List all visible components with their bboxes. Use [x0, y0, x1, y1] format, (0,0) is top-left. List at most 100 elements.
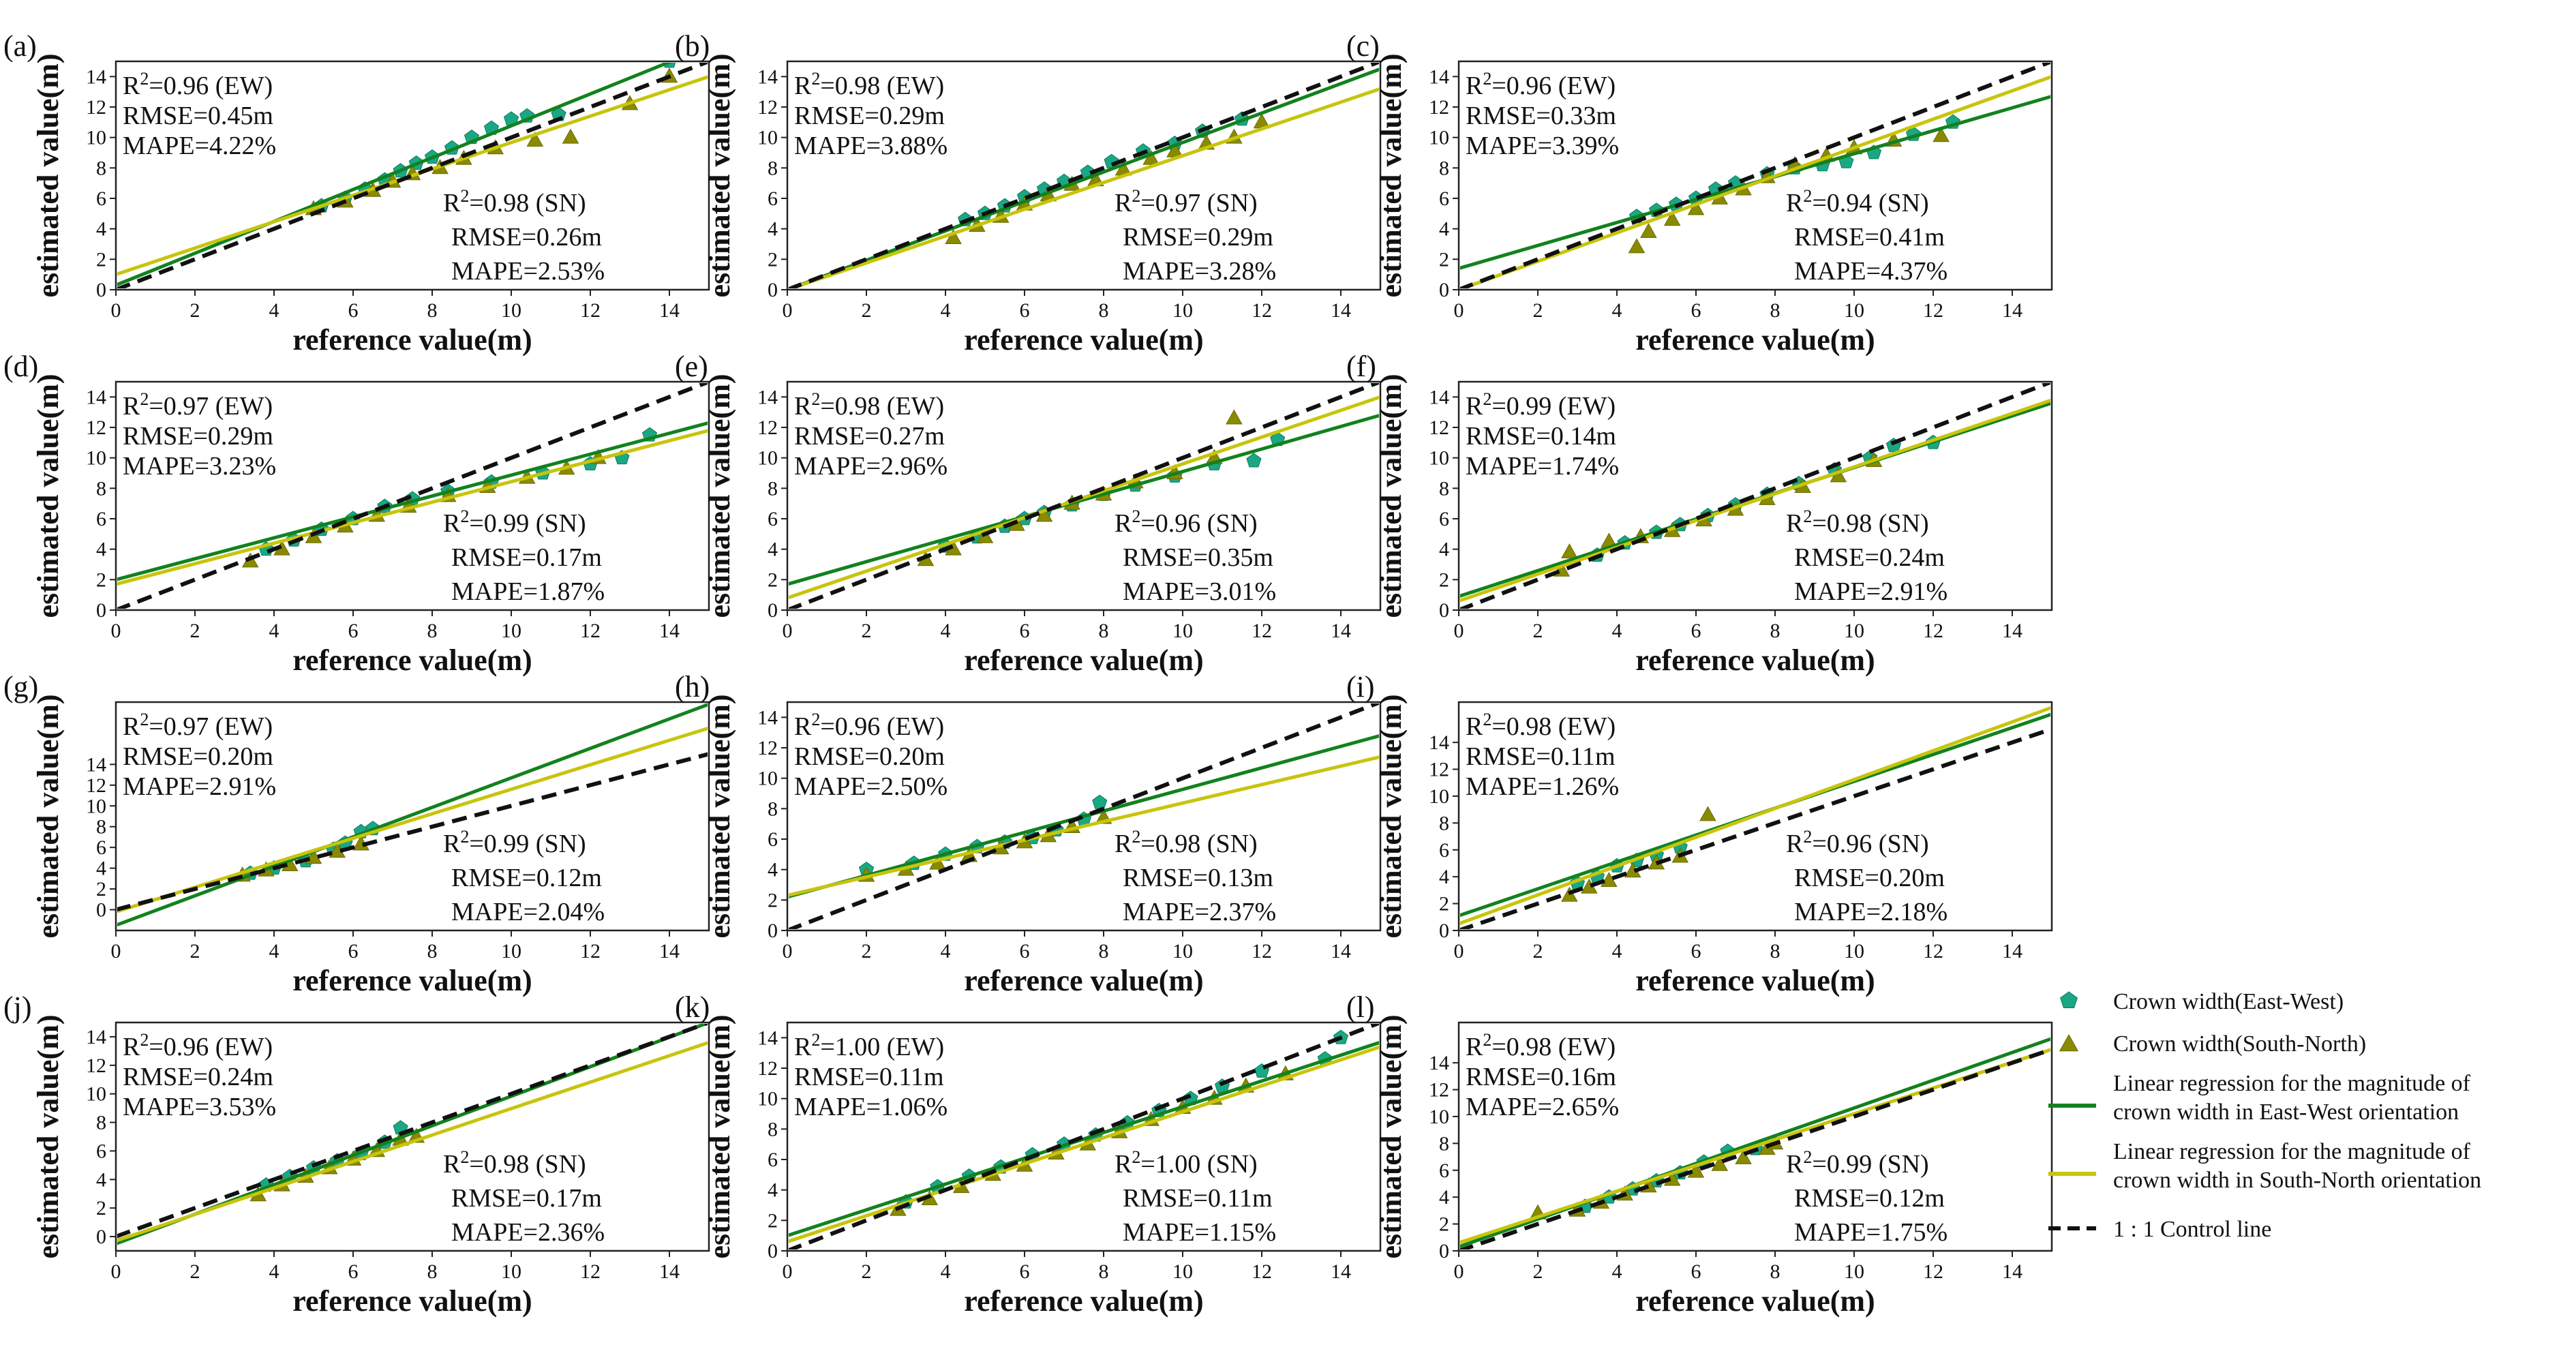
- panel-label: (h): [675, 670, 710, 703]
- x-tick-label: 14: [659, 620, 680, 642]
- control-line: [789, 1024, 1379, 1249]
- sn-rmse-stat: RMSE=0.26m: [451, 223, 602, 252]
- ew-r2-stat: R2=0.96 (EW): [1466, 69, 1616, 100]
- y-tick-label: 8: [768, 157, 778, 179]
- y-tick-label: 8: [768, 798, 778, 820]
- panel-label: (i): [1346, 670, 1375, 703]
- x-tick-label: 4: [269, 940, 279, 963]
- sn-regression-line: [789, 1045, 1379, 1243]
- panel-label: (d): [3, 350, 38, 383]
- x-tick-label: 14: [1331, 299, 1351, 322]
- y-axis-label: estimated value(m): [703, 1014, 736, 1258]
- sn-r2-stat: R2=0.94 (SN): [1786, 186, 1929, 217]
- chart-panel-i: 0 2 4 6 8 10 12 14 0 2 4 6 8 10 12 14 reference value(m)…: [1346, 670, 2053, 997]
- sn-rmse-stat: RMSE=0.24m: [1794, 543, 1945, 572]
- plot-area: [1460, 706, 2050, 929]
- y-tick-label: 2: [768, 569, 778, 591]
- x-axis-label: reference value(m): [964, 323, 1203, 357]
- x-tick-label: 12: [1252, 1260, 1272, 1283]
- y-axis-label: estimated value(m): [703, 694, 736, 938]
- y-tick-label: 2: [768, 248, 778, 271]
- y-tick-label: 4: [768, 1179, 778, 1202]
- sn-regression-line: [117, 429, 708, 586]
- ew-mape-stat: MAPE=1.06%: [794, 1093, 948, 1121]
- y-tick-label: 0: [96, 899, 106, 922]
- y-tick-label: 2: [96, 248, 106, 271]
- y-tick-label: 0: [96, 279, 106, 301]
- plot-frame: [115, 60, 710, 291]
- sn-regression-line: [1460, 75, 2050, 288]
- sn-rmse-stat: RMSE=0.13m: [1123, 864, 1273, 892]
- x-tick-label: 14: [2002, 940, 2022, 963]
- plot-area: [117, 1024, 708, 1245]
- x-tick-label: 4: [1612, 940, 1622, 963]
- y-tick-label: 12: [86, 96, 106, 119]
- sn-mape-stat: MAPE=2.36%: [451, 1218, 605, 1247]
- sn-regression-line: [117, 727, 708, 913]
- x-tick-label: 10: [1172, 1260, 1193, 1283]
- panel-label: (k): [675, 990, 710, 1024]
- ew-mape-stat: MAPE=2.96%: [794, 452, 948, 481]
- sn-mape-stat: MAPE=1.75%: [1794, 1218, 1948, 1247]
- sn-regression-line: [789, 87, 1379, 288]
- y-tick-label: 14: [757, 386, 778, 408]
- sn-mape-stat: MAPE=3.28%: [1123, 257, 1276, 286]
- y-tick-label: 4: [96, 539, 106, 561]
- ew-r2-stat: R2=0.98 (EW): [1466, 710, 1616, 741]
- sn-mape-stat: MAPE=2.91%: [1794, 577, 1948, 606]
- y-tick-label: 8: [1439, 812, 1449, 834]
- x-tick-label: 12: [580, 940, 601, 963]
- x-tick-label: 12: [1923, 940, 1943, 963]
- x-tick-label: 4: [269, 299, 279, 322]
- sn-point: [526, 132, 544, 147]
- plot-area: [789, 1024, 1379, 1249]
- legend-ew-line-label-2: crown width in East-West orientation: [2113, 1100, 2459, 1125]
- y-tick-label: 6: [96, 187, 106, 210]
- y-tick-label: 14: [1429, 65, 1449, 88]
- x-tick-label: 0: [783, 1260, 793, 1283]
- y-tick-label: 4: [96, 858, 106, 880]
- control-line: [789, 703, 1379, 929]
- y-tick-label: 2: [768, 1209, 778, 1232]
- sn-r2-stat: R2=1.00 (SN): [1115, 1147, 1258, 1179]
- x-tick-label: 14: [2002, 620, 2022, 642]
- x-tick-label: 8: [1099, 620, 1109, 642]
- panel-label: (c): [1346, 29, 1380, 63]
- x-tick-label: 8: [1770, 299, 1781, 322]
- sn-point: [1663, 211, 1681, 226]
- y-tick-label: 14: [86, 1026, 106, 1048]
- x-axis-label: reference value(m): [1635, 1284, 1875, 1318]
- x-tick-label: 4: [269, 620, 279, 642]
- y-tick-label: 6: [96, 1140, 106, 1162]
- ew-rmse-stat: RMSE=0.11m: [1466, 742, 1616, 771]
- y-tick-label: 14: [757, 65, 778, 88]
- y-tick-label: 4: [768, 539, 778, 561]
- legend-sn-line-label-2: crown width in South-North orientation: [2113, 1168, 2481, 1193]
- control-line: [117, 383, 708, 609]
- x-tick-label: 12: [1252, 940, 1272, 963]
- y-tick-label: 12: [757, 96, 778, 119]
- ew-mape-stat: MAPE=3.39%: [1466, 132, 1619, 160]
- chart-panel-a: 0 2 4 6 8 10 12 14 0 2 4 6 8 10 12 14 reference value(m)…: [3, 29, 710, 357]
- ew-rmse-stat: RMSE=0.29m: [794, 102, 945, 130]
- ew-regression-line: [789, 1041, 1379, 1237]
- y-tick-label: 8: [768, 477, 778, 500]
- y-tick-label: 8: [1439, 1132, 1449, 1155]
- y-axis-label: estimated value(m): [1374, 1014, 1408, 1258]
- x-tick-label: 12: [580, 299, 601, 322]
- chart-panel-b: 0 2 4 6 8 10 12 14 0 2 4 6 8 10 12 14 reference value(m)…: [675, 29, 1382, 357]
- sn-r2-stat: R2=0.98 (SN): [443, 186, 586, 217]
- x-tick-label: 14: [2002, 1260, 2022, 1283]
- y-tick-label: 4: [96, 218, 106, 241]
- sn-r2-stat: R2=0.96 (SN): [1786, 827, 1929, 858]
- ew-r2-stat: R2=0.98 (EW): [794, 69, 944, 100]
- y-tick-label: 6: [768, 1149, 778, 1171]
- panel-label: (g): [3, 670, 38, 703]
- x-tick-label: 2: [190, 620, 200, 642]
- y-axis-label: estimated value(m): [31, 1014, 65, 1258]
- x-tick-label: 10: [1844, 620, 1864, 642]
- sn-point: [1735, 1149, 1752, 1164]
- x-tick-label: 14: [1331, 1260, 1351, 1283]
- plot-frame: [1457, 60, 2053, 291]
- y-tick-label: 4: [96, 1168, 106, 1191]
